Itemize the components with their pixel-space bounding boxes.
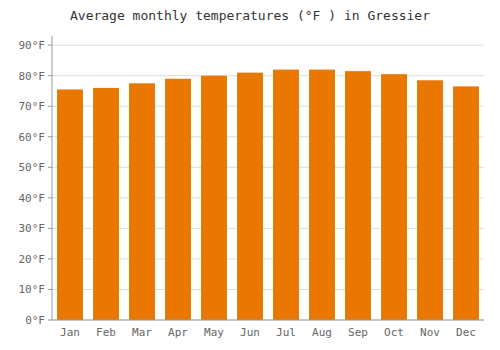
- bars: [57, 70, 479, 320]
- bar: [309, 70, 335, 320]
- y-tick-label: 20°F: [19, 253, 46, 266]
- grid: [52, 45, 484, 320]
- bar: [237, 73, 263, 320]
- bar: [165, 79, 191, 320]
- x-tick-label: Feb: [96, 326, 116, 339]
- y-tick: [48, 167, 52, 168]
- x-axis: Jan Feb Mar Apr May Jun Jul Aug Sep Oct Nov Dec: [52, 320, 484, 339]
- x-tick-label: Nov: [420, 326, 440, 339]
- bar: [417, 80, 443, 320]
- y-tick: [48, 258, 52, 259]
- bar: [381, 74, 407, 320]
- y-tick-label: 80°F: [19, 70, 46, 83]
- chart-svg: Average monthly temperatures (°F ) in Gr…: [0, 0, 500, 350]
- x-tick-label: Oct: [384, 326, 404, 339]
- bar: [57, 89, 83, 320]
- y-tick: [48, 289, 52, 290]
- bar: [345, 71, 371, 320]
- y-tick: [48, 45, 52, 46]
- y-tick-label: 50°F: [19, 161, 46, 174]
- y-tick: [48, 106, 52, 107]
- x-tick-label: Mar: [132, 326, 152, 339]
- x-tick-label: Jan: [60, 326, 80, 339]
- bar: [93, 88, 119, 320]
- bar: [129, 83, 155, 320]
- x-tick-label: Sep: [348, 326, 368, 339]
- chart-container: Average monthly temperatures (°F ) in Gr…: [0, 0, 500, 350]
- y-axis: 0°F 10°F 20°F 30°F 40°F 50°F 60°F 70°F 80°F 90°F: [19, 36, 53, 327]
- y-tick: [48, 320, 52, 321]
- y-tick-label: 60°F: [19, 131, 46, 144]
- chart-title: Average monthly temperatures (°F ) in Gr…: [70, 8, 430, 23]
- y-tick: [48, 197, 52, 198]
- y-tick-label: 10°F: [19, 283, 46, 296]
- y-tick-label: 70°F: [19, 100, 46, 113]
- grid-line: [52, 45, 484, 46]
- grid-line: [52, 320, 484, 321]
- y-tick: [48, 228, 52, 229]
- y-tick-label: 30°F: [19, 222, 46, 235]
- y-tick-label: 0°F: [25, 314, 45, 327]
- y-tick-label: 90°F: [19, 39, 46, 52]
- y-tick: [48, 75, 52, 76]
- bar: [453, 86, 479, 320]
- y-tick: [48, 136, 52, 137]
- x-tick-label: Dec: [456, 326, 476, 339]
- y-tick-label: 40°F: [19, 192, 46, 205]
- x-axis-line: [52, 320, 484, 321]
- bar: [201, 76, 227, 320]
- bar: [273, 70, 299, 320]
- x-tick-label: Apr: [168, 326, 188, 339]
- x-tick-label: Aug: [312, 326, 332, 339]
- x-tick-label: Jun: [240, 326, 260, 339]
- grid-line: [52, 75, 484, 76]
- y-axis-line: [52, 36, 53, 320]
- x-tick-label: May: [204, 326, 224, 339]
- x-tick-label: Jul: [276, 326, 296, 339]
